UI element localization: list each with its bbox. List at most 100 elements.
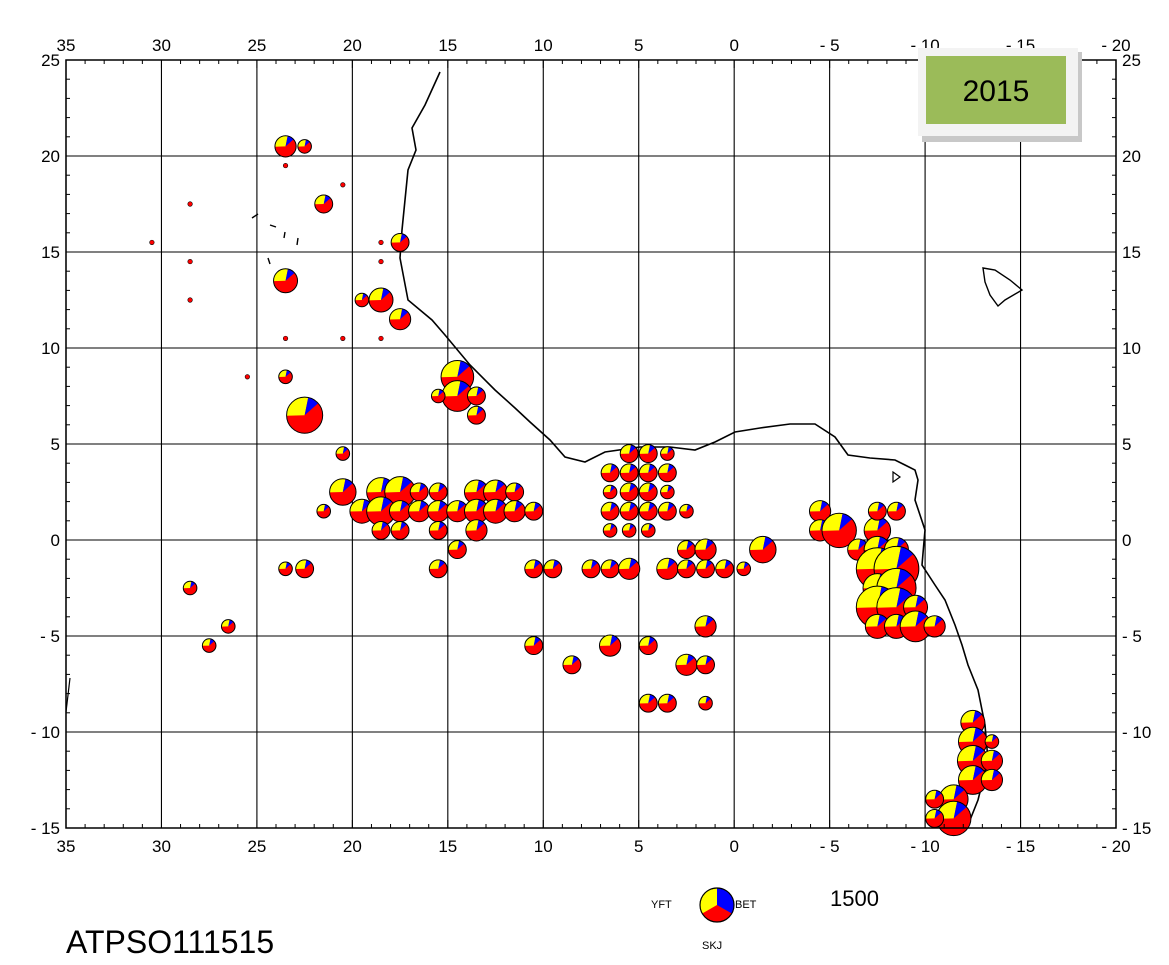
- lat-label-right: - 10: [1122, 723, 1151, 742]
- bet-slice: [400, 500, 409, 512]
- bet-slice: [438, 483, 445, 492]
- yft-slice: [278, 370, 287, 377]
- catch-point-14: [354, 292, 370, 308]
- catch-point-96: [821, 512, 857, 549]
- pie-outline: [467, 405, 486, 425]
- yft-slice: [431, 389, 440, 397]
- yft-slice: [467, 387, 479, 397]
- bet-slice: [953, 801, 967, 819]
- bet-slice: [934, 616, 943, 627]
- yft-slice: [601, 502, 612, 512]
- bet-slice: [400, 476, 412, 492]
- bet-slice: [438, 521, 445, 531]
- yft-slice: [221, 619, 230, 627]
- catch-point-64: [619, 501, 639, 521]
- bet-slice: [304, 397, 319, 416]
- pie-outline: [467, 386, 486, 406]
- lon-label-bottom: 10: [534, 837, 553, 856]
- yft-slice: [639, 636, 651, 646]
- bet-slice: [877, 536, 888, 550]
- catch-point-66: [657, 501, 677, 521]
- catch-point-127: [182, 580, 198, 596]
- lon-label-bottom: 20: [343, 837, 362, 856]
- catch-point-71: [677, 540, 696, 560]
- yft-slice: [620, 463, 631, 474]
- bet-slice: [514, 483, 522, 492]
- bet-slice: [610, 502, 617, 512]
- catch-point-27: [335, 446, 351, 461]
- bet-slice: [419, 483, 426, 492]
- bet-slice: [533, 560, 541, 569]
- pie-outline: [220, 619, 236, 634]
- bet-slice: [762, 536, 773, 550]
- catch-point-26: [467, 405, 486, 425]
- pie-outline: [390, 232, 410, 252]
- bet-slice: [686, 560, 694, 569]
- skj-slice: [187, 297, 193, 303]
- pie-outline: [278, 561, 293, 577]
- catch-point-0: [274, 135, 297, 158]
- pie-outline: [602, 484, 618, 500]
- catch-point-62: [660, 484, 675, 500]
- pie-outline: [390, 520, 410, 540]
- lon-label-top: 5: [634, 36, 643, 55]
- yft-slice: [694, 615, 708, 627]
- bet-slice: [648, 444, 655, 454]
- yft-slice: [864, 536, 880, 550]
- yft-slice: [660, 485, 669, 493]
- bet-slice: [304, 139, 310, 147]
- lat-label-left: - 10: [31, 723, 60, 742]
- bet-slice: [915, 595, 925, 608]
- cape-verde-frag2: [269, 224, 277, 228]
- bet-slice: [457, 380, 469, 396]
- bet-slice: [667, 502, 675, 512]
- pie-outline: [340, 335, 346, 341]
- pie-outline: [282, 335, 289, 341]
- yft-slice: [957, 745, 976, 762]
- yft-slice: [372, 521, 383, 531]
- catch-point-91: [657, 693, 677, 713]
- bet-slice: [839, 513, 853, 531]
- pie-outline: [598, 634, 622, 657]
- year-box: 2015: [918, 48, 1082, 142]
- lat-label-right: 20: [1122, 147, 1141, 166]
- pie-outline: [329, 478, 357, 506]
- pie-outline: [638, 444, 658, 464]
- bet-slice: [724, 560, 732, 569]
- legend: YFT BET SKJ 1500: [651, 886, 879, 952]
- lat-label-right: - 15: [1122, 819, 1151, 838]
- lon-label-top: - 20: [1101, 36, 1130, 55]
- catch-point-16: [340, 335, 346, 341]
- bet-slice: [648, 483, 655, 492]
- bet-slice: [304, 560, 312, 569]
- bet-slice: [495, 480, 505, 492]
- yft-slice: [884, 614, 899, 627]
- lat-label-right: 25: [1122, 51, 1141, 70]
- yft-slice: [336, 446, 345, 454]
- bet-slice: [514, 500, 523, 512]
- yft-slice: [925, 790, 937, 800]
- lon-label-top: - 5: [820, 36, 840, 55]
- catch-point-126: [984, 734, 1000, 749]
- pie-outline: [428, 520, 448, 540]
- yft-slice: [448, 540, 460, 550]
- bet-slice: [667, 485, 673, 492]
- lon-label-bottom: - 10: [910, 837, 939, 856]
- skj-slice: [187, 201, 193, 207]
- pie-outline: [187, 259, 193, 265]
- pie-outline: [925, 789, 945, 809]
- pie-outline: [274, 135, 297, 158]
- pie-outline: [149, 239, 155, 245]
- bet-slice: [705, 656, 713, 665]
- pie-outline: [696, 559, 715, 579]
- lon-label-bottom: - 5: [820, 837, 840, 856]
- catch-point-110: [864, 613, 890, 639]
- bet-slice: [381, 288, 391, 300]
- pie-outline: [244, 374, 250, 380]
- skj-slice: [378, 336, 384, 341]
- yft-slice: [202, 638, 211, 646]
- catch-point-31: [463, 479, 489, 505]
- pie-outline: [660, 446, 675, 461]
- catch-point-92: [638, 693, 658, 713]
